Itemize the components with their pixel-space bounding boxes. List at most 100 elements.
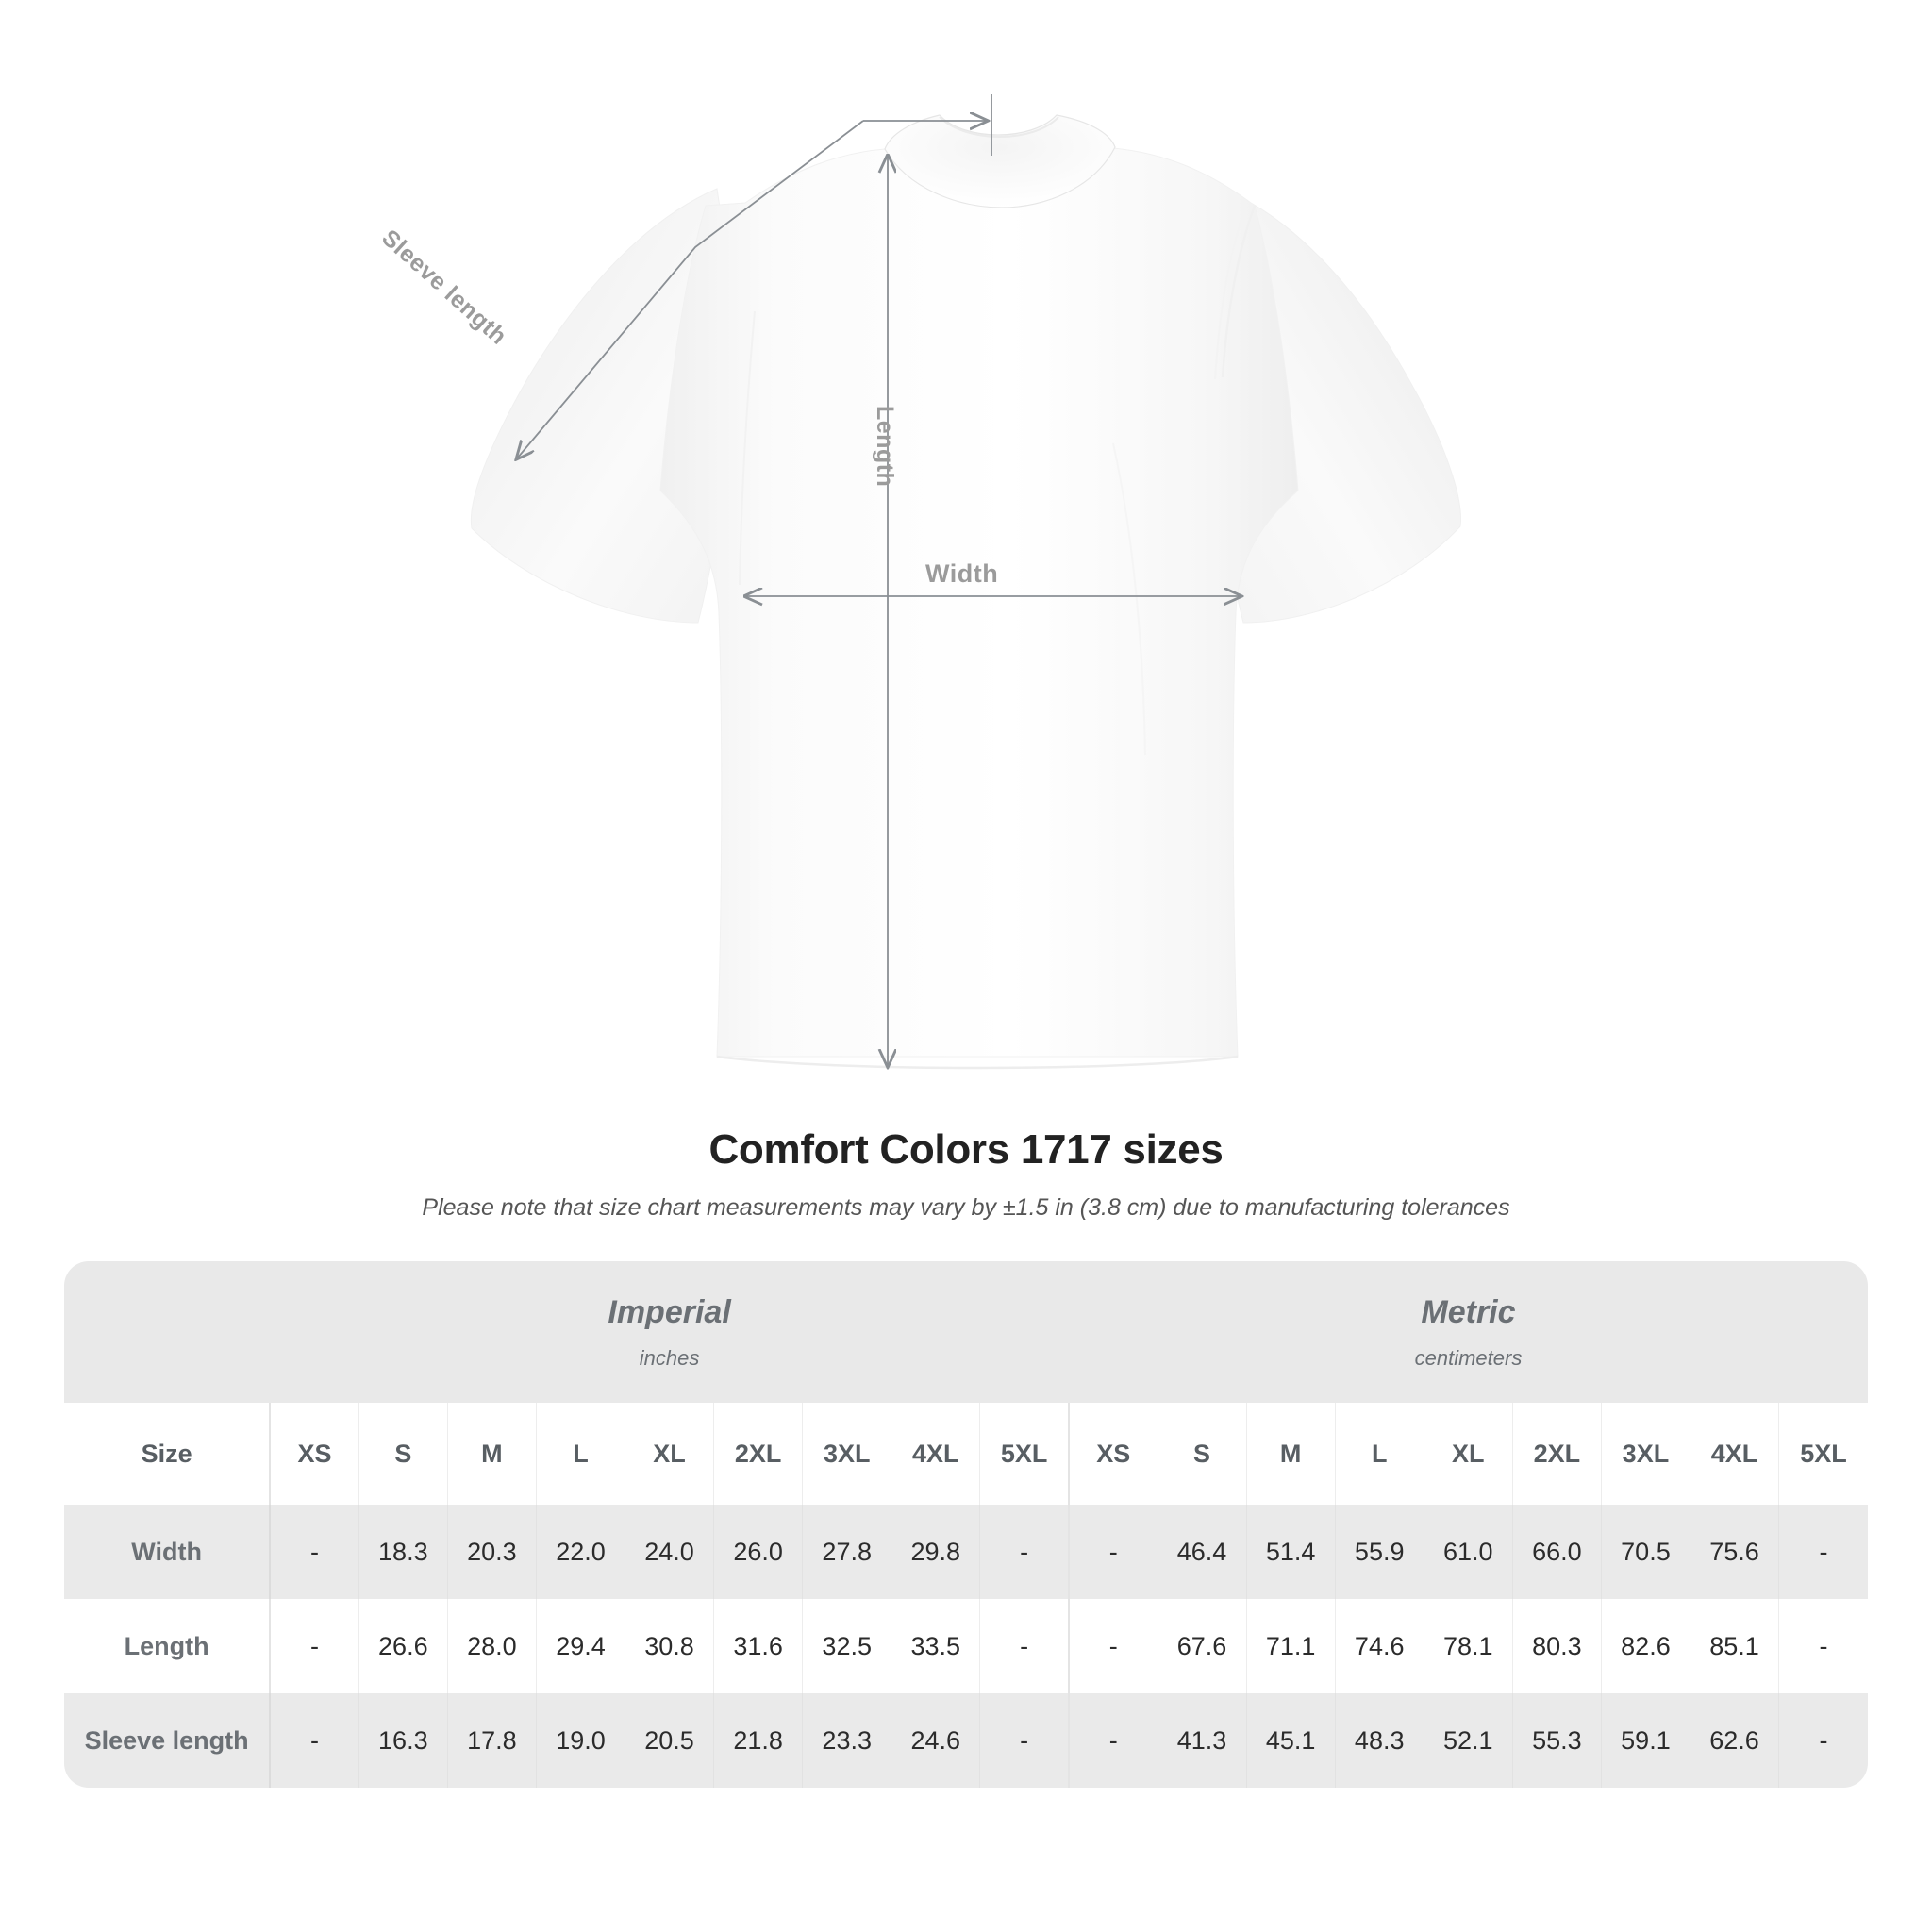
cell-length-imperial-3xl: 32.5 (802, 1599, 892, 1693)
collar-seam (939, 116, 1059, 138)
cell-sleeve-length-metric-xl: 52.1 (1424, 1693, 1513, 1788)
cell-sleeve-length-imperial-xl: 20.5 (625, 1693, 715, 1788)
cell-length-metric-s: 67.6 (1158, 1599, 1247, 1693)
size-header-metric-xl: XL (1424, 1403, 1513, 1505)
cell-sleeve-length-imperial-xs: - (270, 1693, 359, 1788)
shirt-body (659, 147, 1299, 1058)
cell-sleeve-length-imperial-l: 19.0 (536, 1693, 626, 1788)
size-column-label: Size (64, 1403, 272, 1505)
cell-length-metric-m: 71.1 (1246, 1599, 1336, 1693)
size-table-container: Imperial inches Metric centimeters Size XS S M L… (64, 1261, 1868, 1788)
cell-sleeve-length-imperial-m: 17.8 (447, 1693, 537, 1788)
cell-sleeve-length-metric-m: 45.1 (1246, 1693, 1336, 1788)
cell-length-metric-3xl: 82.6 (1601, 1599, 1690, 1693)
cell-length-metric-5xl: - (1778, 1599, 1868, 1693)
table-row: Sleeve length -16.3 17.8 19.0 20.5 21.8 23.3 24… (64, 1693, 1868, 1788)
size-header-metric-3xl: 3XL (1601, 1403, 1690, 1505)
cell-width-metric-2xl: 66.0 (1512, 1505, 1602, 1599)
size-table: Imperial inches Metric centimeters Size XS S M L… (64, 1261, 1868, 1788)
measurement-lines (517, 94, 1241, 1066)
tshirt-diagram: Sleeve length Length Width (376, 94, 1461, 1123)
cell-sleeve-length-metric-4xl: 62.6 (1690, 1693, 1780, 1788)
width-label: Width (925, 559, 999, 588)
cell-sleeve-length-metric-s: 41.3 (1158, 1693, 1247, 1788)
cell-width-imperial-m: 20.3 (447, 1505, 537, 1599)
cell-width-imperial-4xl: 29.8 (891, 1505, 981, 1599)
size-header-metric-m: M (1246, 1403, 1336, 1505)
unit-sublabel: centimeters (1414, 1345, 1523, 1370)
size-header-imperial-l: L (536, 1403, 626, 1505)
cell-width-imperial-s: 18.3 (358, 1505, 448, 1599)
size-header-imperial-m: M (447, 1403, 537, 1505)
cell-sleeve-length-metric-5xl: - (1778, 1693, 1868, 1788)
size-header-imperial-3xl: 3XL (802, 1403, 892, 1505)
sleeve-length-arrow (517, 120, 864, 458)
size-header-metric-s: S (1158, 1403, 1247, 1505)
cell-sleeve-length-imperial-4xl: 24.6 (891, 1693, 981, 1788)
cell-width-metric-xs: - (1067, 1505, 1158, 1599)
cell-width-imperial-5xl: - (979, 1505, 1070, 1599)
cell-width-metric-l: 55.9 (1335, 1505, 1424, 1599)
cell-width-metric-xl: 61.0 (1424, 1505, 1513, 1599)
unit-banner-row: Imperial inches Metric centimeters (64, 1261, 1868, 1403)
cell-sleeve-length-imperial-5xl: - (979, 1693, 1070, 1788)
row-label-length: Length (64, 1599, 272, 1693)
cell-width-imperial-l: 22.0 (536, 1505, 626, 1599)
hem-line (716, 1055, 1239, 1070)
cell-length-metric-xs: - (1067, 1599, 1158, 1693)
unit-name: Imperial (608, 1293, 731, 1330)
page-subtitle: Please note that size chart measurements… (422, 1194, 1510, 1221)
cell-length-metric-2xl: 80.3 (1512, 1599, 1602, 1693)
cell-sleeve-length-imperial-3xl: 23.3 (802, 1693, 892, 1788)
cell-width-imperial-xl: 24.0 (625, 1505, 715, 1599)
cell-width-imperial-2xl: 26.0 (713, 1505, 804, 1599)
cell-sleeve-length-metric-3xl: 59.1 (1601, 1693, 1690, 1788)
cell-length-metric-4xl: 85.1 (1690, 1599, 1780, 1693)
unit-header-imperial: Imperial inches (270, 1261, 1069, 1403)
size-header-metric-5xl: 5XL (1778, 1403, 1868, 1505)
cell-width-metric-3xl: 70.5 (1601, 1505, 1690, 1599)
size-header-imperial-s: S (358, 1403, 448, 1505)
right-shoulder-seam-inner (1214, 208, 1246, 380)
size-header-metric-l: L (1335, 1403, 1424, 1505)
cell-sleeve-length-metric-l: 48.3 (1335, 1693, 1424, 1788)
cell-sleeve-length-metric-2xl: 55.3 (1512, 1693, 1602, 1788)
size-header-imperial-4xl: 4XL (891, 1403, 981, 1505)
unit-sublabel: inches (639, 1345, 700, 1370)
cell-width-imperial-xs: - (270, 1505, 359, 1599)
row-label-width: Width (64, 1505, 272, 1599)
cell-length-metric-l: 74.6 (1335, 1599, 1424, 1693)
table-row: Width -18.3 20.3 22.0 24.0 26.0 27.8 29.8- -46.4… (64, 1505, 1868, 1599)
cell-width-metric-s: 46.4 (1158, 1505, 1247, 1599)
size-header-imperial-xs: XS (270, 1403, 359, 1505)
length-label: Length (872, 406, 898, 488)
cell-length-imperial-xs: - (270, 1599, 359, 1693)
cell-length-imperial-l: 29.4 (536, 1599, 626, 1693)
size-header-imperial-xl: XL (625, 1403, 715, 1505)
right-shoulder-seam (1221, 205, 1257, 378)
unit-name: Metric (1421, 1293, 1516, 1330)
shirt-collar (884, 114, 1116, 208)
unit-header-metric: Metric centimeters (1068, 1261, 1868, 1403)
cell-sleeve-length-metric-xs: - (1067, 1693, 1158, 1788)
row-label-sleeve-length: Sleeve length (64, 1693, 272, 1788)
size-header-imperial-2xl: 2XL (713, 1403, 804, 1505)
cell-length-imperial-5xl: - (979, 1599, 1070, 1693)
cell-width-imperial-3xl: 27.8 (802, 1505, 892, 1599)
cell-length-imperial-m: 28.0 (447, 1599, 537, 1693)
left-fold (739, 310, 756, 586)
size-header-imperial-5xl: 5XL (979, 1403, 1070, 1505)
cell-width-metric-5xl: - (1778, 1505, 1868, 1599)
size-header-metric-2xl: 2XL (1512, 1403, 1602, 1505)
cell-length-imperial-2xl: 31.6 (713, 1599, 804, 1693)
cell-length-imperial-s: 26.6 (358, 1599, 448, 1693)
size-header-metric-xs: XS (1067, 1403, 1158, 1505)
unit-banner-spacer (64, 1261, 271, 1403)
size-header-row: Size XS S M L XL 2XL 3XL 4XL 5XL XS S M L XL 2XL 3XL 4XL 5… (64, 1403, 1868, 1505)
cell-width-metric-4xl: 75.6 (1690, 1505, 1780, 1599)
cell-length-imperial-4xl: 33.5 (891, 1599, 981, 1693)
cell-sleeve-length-imperial-s: 16.3 (358, 1693, 448, 1788)
page-title: Comfort Colors 1717 sizes (708, 1126, 1224, 1173)
cell-sleeve-length-imperial-2xl: 21.8 (713, 1693, 804, 1788)
